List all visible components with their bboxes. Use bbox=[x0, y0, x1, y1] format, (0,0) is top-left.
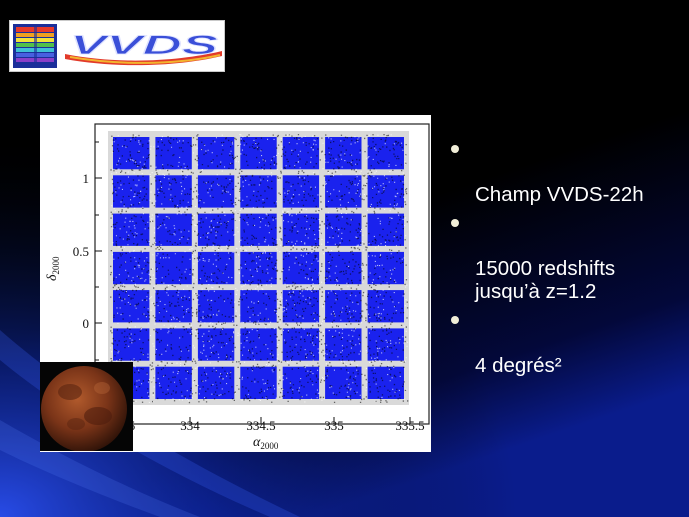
x-axis-ticks: 5 334 334.5 335 335.5 bbox=[129, 417, 425, 433]
logo-text: VVDS bbox=[70, 30, 218, 60]
bullet-item: Champ VVDS-22h bbox=[449, 137, 684, 206]
spectrum-stripes-icon bbox=[13, 24, 57, 68]
y-axis-subscript: 2000 bbox=[51, 256, 61, 275]
y-tick-label: 1 bbox=[83, 171, 90, 186]
x-axis-label: α2000 bbox=[253, 435, 279, 451]
galaxy-field-points bbox=[108, 131, 409, 405]
bullet-text: 15000 redshifts jusqu’à z=1.2 bbox=[475, 257, 616, 303]
bullet-text: 4 degrés² bbox=[475, 354, 562, 377]
x-axis-symbol: α bbox=[253, 435, 261, 450]
bullet-item: 15000 redshifts jusqu’à z=1.2 bbox=[449, 211, 684, 303]
y-tick-label: 0.5 bbox=[73, 244, 89, 259]
y-axis-label: δ2000 bbox=[45, 256, 61, 281]
x-tick-label: 334.5 bbox=[246, 418, 275, 433]
bullet-item: 4 degrés² bbox=[449, 308, 684, 377]
bullet-icon bbox=[451, 145, 459, 153]
x-tick-label: 335 bbox=[324, 418, 344, 433]
y-axis-symbol: δ bbox=[45, 274, 60, 281]
x-tick-label: 334 bbox=[180, 418, 200, 433]
bullet-text: Champ VVDS-22h bbox=[475, 183, 644, 206]
x-tick-label: 335.5 bbox=[395, 418, 424, 433]
bullet-list: Champ VVDS-22h 15000 redshifts jusqu’à z… bbox=[449, 137, 684, 382]
x-axis-subscript: 2000 bbox=[260, 441, 279, 451]
bullet-icon bbox=[451, 219, 459, 227]
y-axis-ticks: 1 0.5 0 bbox=[73, 141, 102, 397]
bullet-icon bbox=[451, 316, 459, 324]
vvds-logo: VVDS bbox=[9, 20, 225, 72]
y-tick-label: 0 bbox=[83, 316, 90, 331]
lunar-eclipse-photo bbox=[40, 362, 133, 451]
